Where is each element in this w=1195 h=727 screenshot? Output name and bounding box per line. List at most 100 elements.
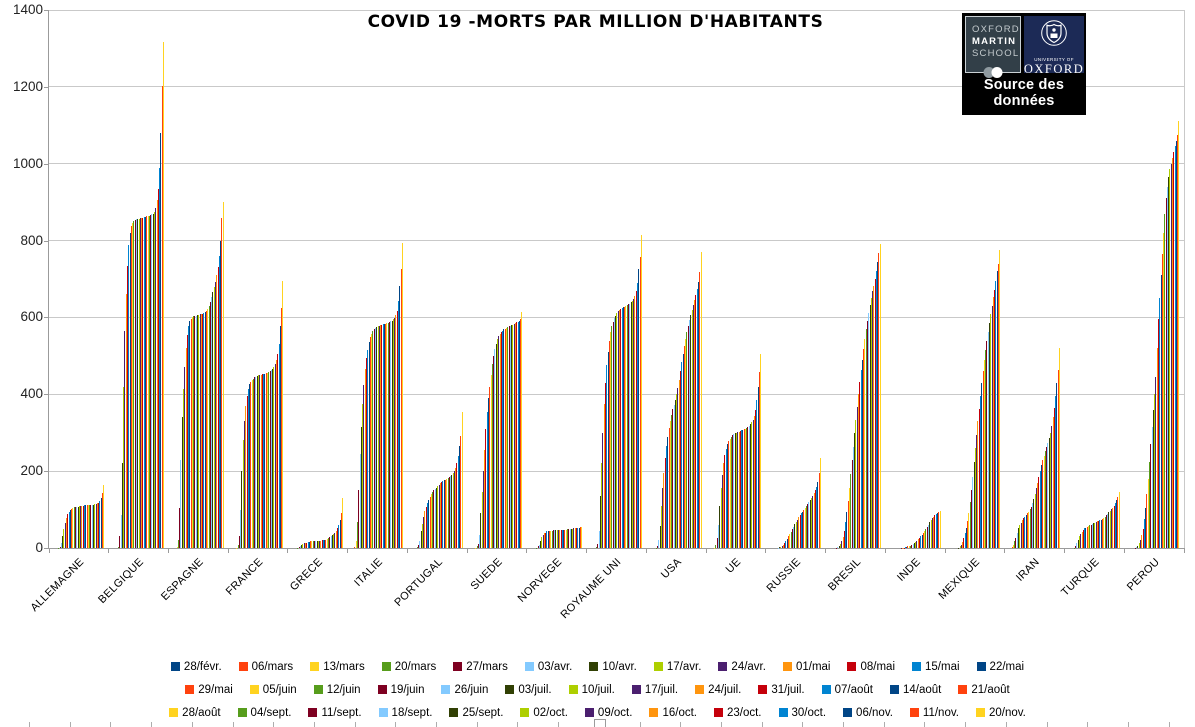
legend-color-swatch — [889, 685, 899, 694]
bar — [434, 489, 436, 548]
bar-group — [1124, 10, 1184, 548]
bar — [866, 320, 868, 548]
bar — [725, 448, 727, 548]
legend-item: 17/avr. — [653, 661, 701, 673]
bar — [68, 511, 70, 548]
bar — [193, 316, 195, 548]
bar — [251, 380, 253, 548]
bar — [177, 539, 179, 548]
legend-color-swatch — [649, 708, 659, 717]
bar — [190, 318, 192, 548]
bar — [460, 435, 462, 548]
country-label: MEXIQUE — [936, 556, 983, 602]
bar — [1011, 547, 1013, 548]
bar — [787, 536, 789, 548]
bar — [1103, 518, 1105, 548]
sheet-checkbox-artifact — [594, 719, 606, 727]
oxford-crest-icon — [1040, 19, 1068, 55]
bar — [400, 269, 402, 548]
bar — [870, 298, 872, 548]
bar — [974, 448, 976, 548]
bar — [186, 334, 188, 548]
legend-color-swatch — [520, 708, 530, 717]
legend-item: 28/août — [169, 706, 221, 719]
bar — [1075, 546, 1077, 548]
bar — [1095, 522, 1097, 548]
bar — [804, 507, 806, 548]
bar — [861, 359, 863, 548]
bar — [630, 302, 632, 548]
bar — [977, 421, 979, 548]
bar — [683, 346, 685, 548]
legend-color-swatch — [695, 685, 705, 694]
bar — [208, 305, 210, 548]
dot-white-icon — [991, 67, 1003, 78]
bar — [484, 450, 486, 548]
bar — [611, 326, 613, 548]
bar — [78, 506, 80, 548]
bar — [272, 368, 274, 548]
legend-item: 21/août — [958, 684, 1010, 696]
legend-label: 03/avr. — [537, 660, 573, 673]
bar — [550, 530, 552, 548]
bar — [419, 541, 421, 548]
bar — [933, 516, 935, 548]
legend-color-swatch — [249, 685, 259, 694]
bar — [204, 311, 206, 548]
bar — [724, 455, 726, 548]
bar — [100, 498, 102, 548]
bar — [681, 362, 683, 548]
bar — [983, 359, 985, 548]
bar — [324, 539, 326, 548]
bar — [935, 514, 937, 548]
bar-group — [168, 10, 228, 548]
bar — [446, 478, 448, 548]
y-axis-tick — [44, 548, 48, 549]
legend-color-swatch — [453, 662, 463, 671]
source-link[interactable]: Source des données — [965, 73, 1083, 115]
bar — [696, 289, 698, 548]
legend-label: 28/août — [182, 706, 221, 719]
bar — [312, 541, 314, 548]
bar — [692, 304, 694, 548]
university-name: OXFORD — [1023, 62, 1085, 76]
bar — [156, 200, 158, 548]
bar — [1098, 521, 1100, 548]
bar — [218, 255, 220, 548]
bar — [1029, 509, 1031, 548]
legend-color-swatch — [821, 685, 831, 694]
bar — [968, 513, 970, 548]
y-axis-tick — [44, 317, 48, 319]
bar — [752, 419, 754, 548]
bar — [392, 319, 394, 548]
legend-item: 03/juil. — [505, 684, 552, 696]
bar — [1118, 492, 1120, 548]
bar — [67, 513, 69, 548]
legend-label: 08/mai — [860, 660, 896, 673]
bar — [1111, 509, 1112, 548]
bar — [134, 220, 136, 548]
legend-color-swatch — [169, 708, 179, 717]
bar — [315, 541, 317, 548]
bar — [381, 324, 383, 548]
bar — [500, 332, 502, 548]
bar — [678, 380, 680, 548]
bar — [930, 520, 932, 548]
bar — [671, 414, 673, 548]
bar — [1108, 512, 1110, 548]
bar — [507, 327, 509, 548]
legend-color-swatch — [958, 685, 968, 694]
bar — [660, 505, 662, 548]
bar — [686, 331, 688, 548]
legend-label: 22/mai — [989, 660, 1025, 673]
bar — [86, 505, 88, 548]
bar — [904, 547, 906, 548]
bar — [1033, 498, 1035, 548]
bar — [238, 536, 240, 548]
bar — [184, 367, 186, 548]
bar — [581, 526, 583, 548]
sheet-cell-border — [29, 722, 30, 727]
bar — [453, 471, 455, 548]
university-of-caption: UNIVERSITY OF — [1034, 57, 1074, 62]
